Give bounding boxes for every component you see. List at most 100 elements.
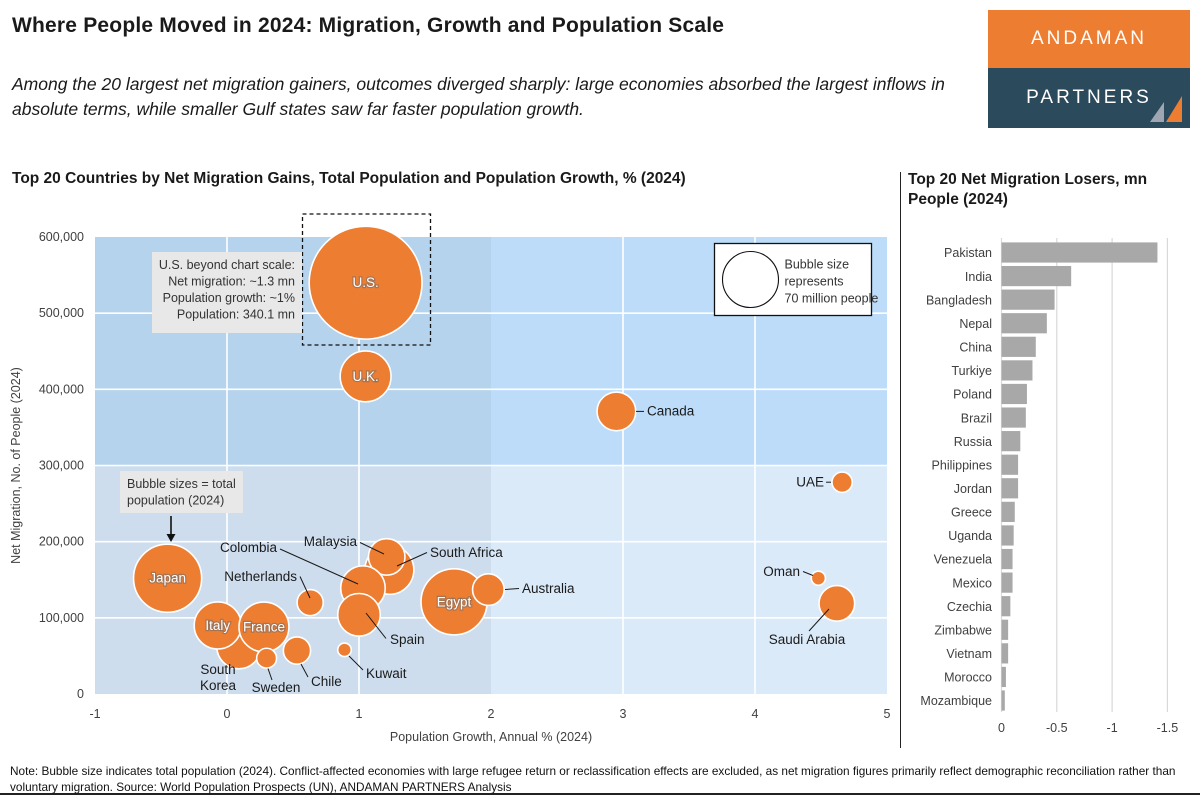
- bubble-japan: [132, 543, 203, 614]
- bar-label-india: India: [965, 270, 992, 284]
- bar-czechia: [1001, 596, 1011, 617]
- leader-saudi-arabia: [808, 608, 830, 632]
- page-subtitle: Among the 20 largest net migration gaine…: [12, 74, 945, 120]
- bubble-label-south-korea: Korea: [200, 678, 237, 693]
- bar-philippines: [1001, 454, 1019, 475]
- leader-australia: [504, 588, 520, 590]
- leader-colombia: [279, 548, 359, 585]
- bubble-chile: [282, 636, 312, 666]
- bar-china: [1001, 336, 1036, 357]
- bubble-label-sweden: Sweden: [252, 680, 301, 695]
- leader-oman: [802, 571, 814, 576]
- bar-label-russia: Russia: [954, 435, 992, 449]
- y-axis-title: Net Migration, No. of People (2024): [9, 367, 23, 564]
- bubble-label-saudi-arabia: Saudi Arabia: [769, 632, 846, 647]
- legend-text-line: Bubble size: [785, 258, 850, 272]
- bar-x-tick-label: -1: [1107, 721, 1118, 735]
- legend-text-line: represents: [785, 275, 844, 289]
- bar-zimbabwe: [1001, 619, 1009, 640]
- bar-poland: [1001, 383, 1027, 405]
- bar-greece: [1001, 501, 1015, 522]
- bubble-label-spain: Spain: [390, 632, 425, 647]
- leader-kuwait: [348, 655, 364, 671]
- bar-label-nepal: Nepal: [959, 317, 992, 331]
- y-tick-label: 200,000: [39, 535, 84, 549]
- bubble-label-south-korea: South: [200, 662, 235, 677]
- bar-label-uganda: Uganda: [948, 529, 992, 543]
- x-tick-label: 0: [224, 707, 231, 721]
- leader-sweden: [267, 668, 273, 681]
- bubble-label-u-s-: U.S.: [352, 275, 378, 290]
- bar-uganda: [1001, 525, 1014, 546]
- bar-label-mexico: Mexico: [952, 576, 992, 590]
- bar-label-vietnam: Vietnam: [946, 647, 992, 661]
- andaman-partners-logo: ANDAMAN PARTNERS: [988, 10, 1190, 128]
- bubble-label-kuwait: Kuwait: [366, 666, 407, 681]
- y-tick-label: 300,000: [39, 459, 84, 473]
- x-tick-label: 1: [356, 707, 363, 721]
- bubble-spain: [336, 592, 382, 637]
- y-tick-label: 400,000: [39, 382, 84, 396]
- bubble-oman: [810, 570, 827, 587]
- bar-label-greece: Greece: [951, 506, 992, 520]
- bar-label-poland: Poland: [953, 388, 992, 402]
- bubble-label-colombia: Colombia: [220, 540, 278, 555]
- bubble-label-canada: Canada: [647, 404, 695, 419]
- bar-brazil: [1001, 407, 1026, 428]
- y-tick-label: 500,000: [39, 306, 84, 320]
- sail-orange-triangle: [1166, 96, 1182, 122]
- bar-label-bangladesh: Bangladesh: [926, 293, 992, 307]
- bar-label-brazil: Brazil: [961, 411, 992, 425]
- page-title: Where People Moved in 2024: Migration, G…: [12, 14, 725, 37]
- bubble-sweden: [255, 647, 278, 669]
- legend-reference-circle: [721, 250, 780, 309]
- y-tick-label: 0: [77, 687, 84, 701]
- bar-label-china: China: [959, 341, 992, 355]
- us-note-line: Population: 340.1 mn: [177, 308, 295, 322]
- bar-turkiye: [1001, 360, 1033, 381]
- x-tick-label: 5: [884, 707, 891, 721]
- bubble-label-france: France: [243, 619, 285, 634]
- leader-south-africa: [396, 552, 428, 567]
- bubble-kuwait: [336, 642, 353, 658]
- leader-netherlands: [299, 576, 311, 599]
- logo-sails-icon: [1150, 96, 1182, 122]
- sail-gray-triangle: [1150, 102, 1164, 122]
- leader-spain: [365, 612, 387, 639]
- us-dashed-box: [301, 213, 432, 346]
- source-note: Note: Bubble size indicates total popula…: [10, 764, 1176, 794]
- bar-morocco: [1001, 666, 1006, 688]
- leader-chile: [300, 663, 309, 678]
- bar-pakistan: [1001, 242, 1158, 263]
- us-note-line: Net migration: ~1.3 mn: [168, 275, 295, 289]
- us-note-box: [152, 252, 302, 333]
- plot-band-3: [491, 465, 887, 694]
- x-axis-title: Population Growth, Annual % (2024): [390, 730, 592, 744]
- x-tick-label: -1: [89, 707, 100, 721]
- bar-nepal: [1001, 313, 1047, 334]
- bar-x-tick-label: -0.5: [1046, 721, 1068, 735]
- bubble-label-italy: Italy: [205, 618, 230, 633]
- bubble-u-k-: [339, 350, 392, 403]
- bubble-canada: [596, 391, 637, 432]
- bubble-label-japan: Japan: [149, 571, 186, 586]
- bubble-label-netherlands: Netherlands: [224, 569, 297, 584]
- bubble-size-note-box: [120, 471, 243, 513]
- x-tick-label: 3: [620, 707, 627, 721]
- losers-bar-chart: Pakistan India Bangladesh Nepal China Turkiye…: [920, 238, 1178, 735]
- bubble-size-note-line: Bubble sizes = total: [127, 477, 236, 491]
- bar-label-pakistan: Pakistan: [944, 246, 992, 260]
- panel-divider: [900, 172, 901, 748]
- y-tick-label: 100,000: [39, 611, 84, 625]
- bar-venezuela: [1001, 548, 1013, 570]
- bubble-label-south-africa: South Africa: [430, 545, 503, 560]
- bubble-size-note-line: population (2024): [127, 494, 224, 508]
- bubble-label-chile: Chile: [311, 674, 342, 689]
- size-note-arrowhead: [166, 534, 176, 542]
- bar-label-jordan: Jordan: [954, 482, 992, 496]
- bubble-u-s-: [308, 225, 423, 340]
- bar-label-zimbabwe: Zimbabwe: [934, 623, 992, 637]
- bubble-label-australia: Australia: [522, 581, 575, 596]
- bar-label-czechia: Czechia: [947, 600, 992, 614]
